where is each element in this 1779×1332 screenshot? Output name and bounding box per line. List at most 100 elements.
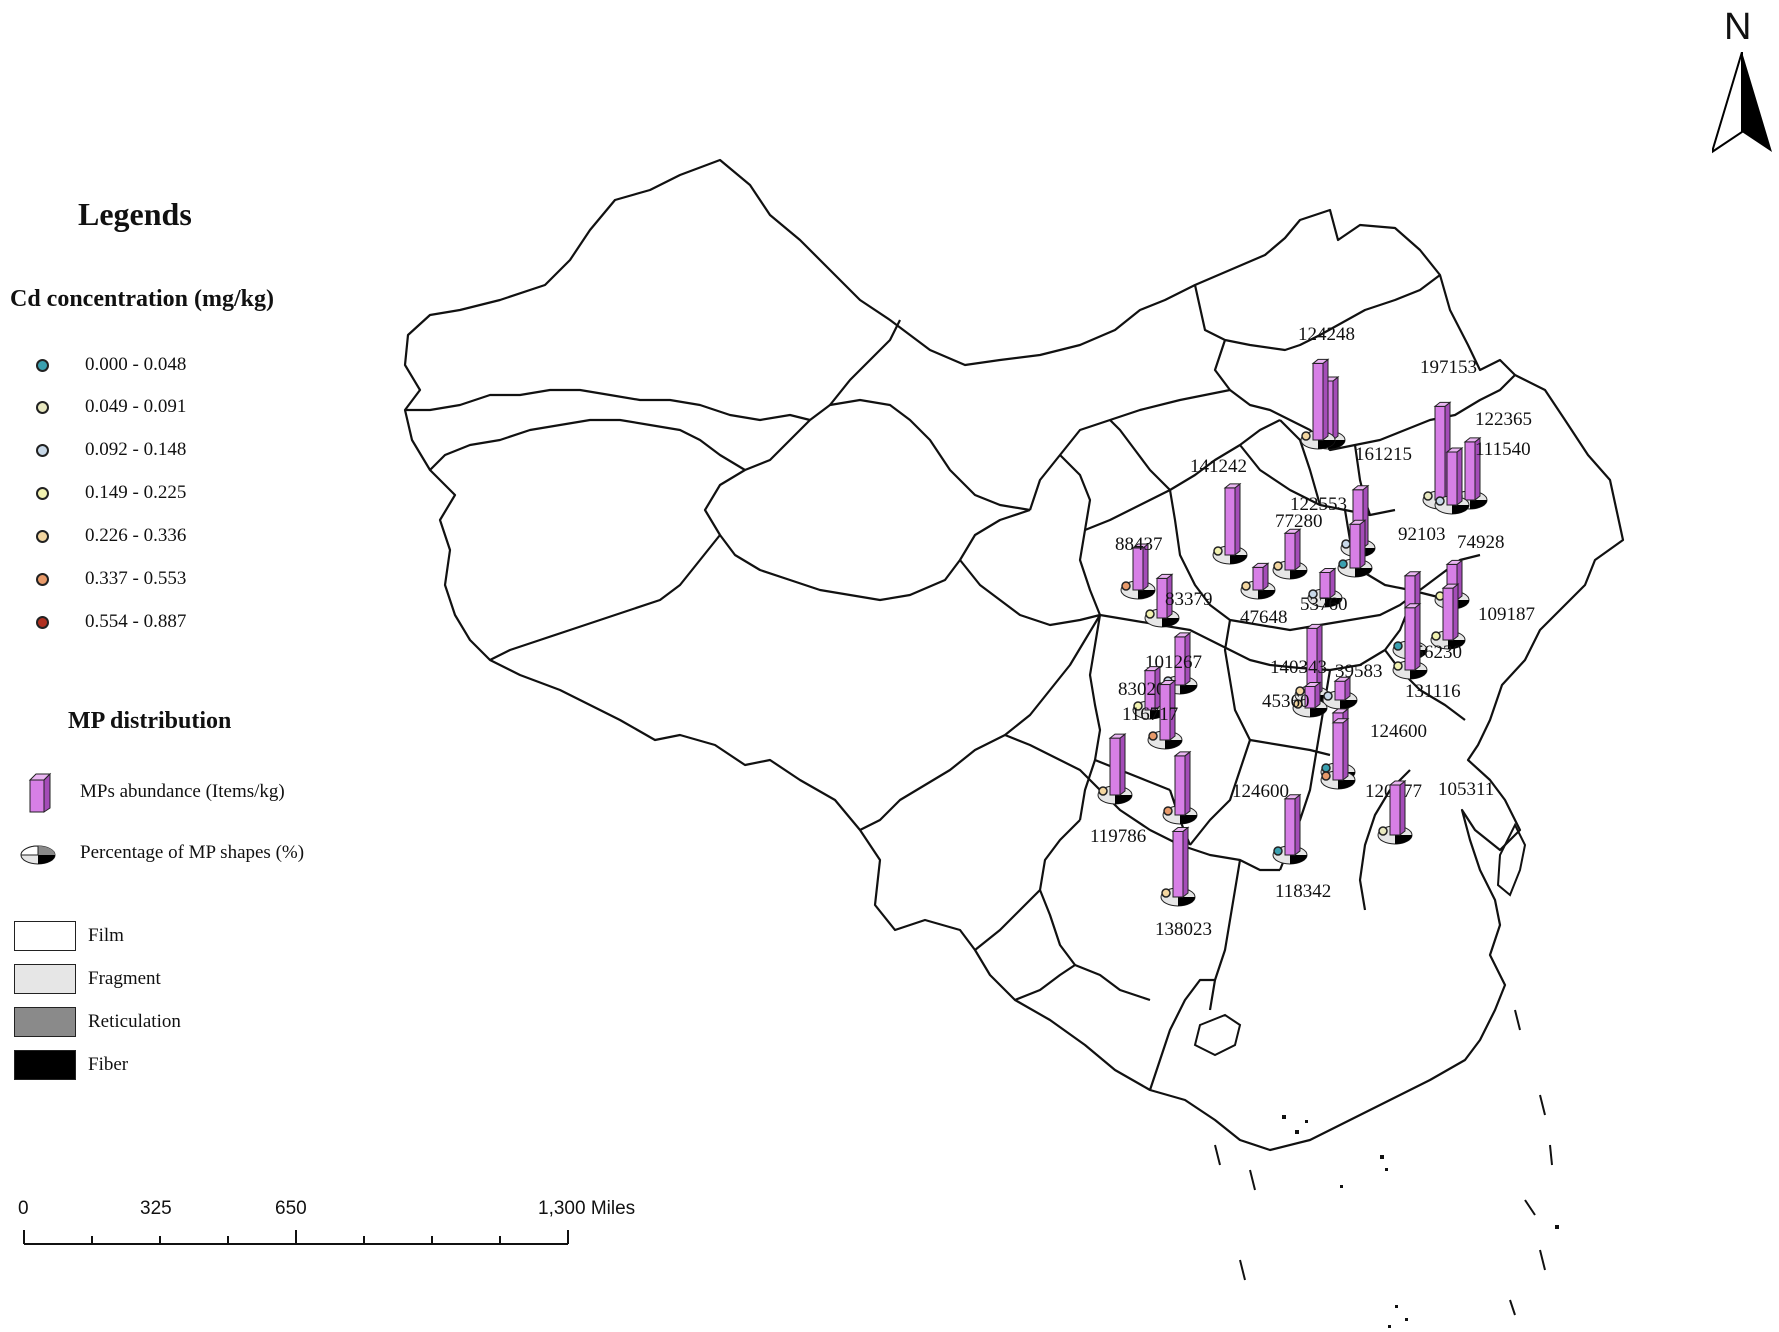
abundance-bar-top	[1251, 562, 1270, 568]
site-marker: 83379	[1144, 573, 1213, 628]
abundance-bar-top	[1131, 543, 1150, 549]
pie-icon	[20, 845, 56, 865]
abundance-bar-top	[1403, 603, 1422, 609]
fiber-wedge	[1325, 598, 1342, 607]
abundance-bar-side	[1332, 375, 1339, 442]
abundance-bar-side	[1184, 750, 1191, 817]
site-abundance-label: 74928	[1457, 532, 1505, 553]
cd-dot-icon	[36, 529, 49, 543]
cd-concentration-dot	[1293, 699, 1303, 709]
cd-dot-icon	[36, 572, 49, 586]
abundance-bar-side	[1322, 358, 1329, 442]
abundance-bar-top	[1433, 401, 1452, 407]
abundance-bar-top	[1158, 680, 1177, 686]
cd-concentration-dot	[1435, 496, 1445, 506]
south-china-sea-islands	[1214, 1009, 1553, 1316]
cd-concentration-dot	[1273, 561, 1283, 571]
scale-label-650: 650	[275, 1198, 307, 1219]
cd-concentration-dot	[1098, 786, 1108, 796]
site-marker: 118342	[1272, 793, 1331, 902]
fiber-wedge	[1395, 835, 1412, 844]
cd-concentration-dot	[1321, 763, 1331, 773]
fiber-wedge	[1410, 670, 1427, 679]
hainan-island	[1193, 1013, 1242, 1057]
abundance-bar	[1312, 362, 1324, 441]
abundance-bar-top	[1331, 718, 1350, 724]
fiber-wedge	[1115, 795, 1132, 804]
fiber-wedge	[1290, 570, 1307, 579]
fiber-wedge	[1448, 640, 1465, 649]
abundance-bar-top	[1403, 571, 1422, 577]
cd-concentration-dot	[1323, 691, 1333, 701]
site-abundance-label: 124248	[1298, 324, 1355, 345]
site-marker: 83020	[1118, 665, 1168, 720]
abundance-bar	[1464, 441, 1476, 501]
cd-concentration-dot	[1133, 701, 1143, 711]
fiber-wedge	[1318, 440, 1335, 449]
mp-legend-title: MP distribution	[68, 708, 232, 734]
cd-class-label: 0.554 - 0.887	[85, 611, 187, 632]
site-abundance-label: 116717	[1122, 704, 1178, 725]
site-marker: 45360	[1262, 681, 1328, 718]
abundance-bar	[1284, 798, 1296, 856]
site-marker: 88437	[1115, 534, 1163, 600]
cd-concentration-dot	[1295, 686, 1305, 696]
abundance-bar-side	[1456, 446, 1463, 507]
abundance-bar-side	[1119, 733, 1126, 797]
site-marker: 161215	[1300, 358, 1412, 465]
fragment-swatch	[14, 964, 76, 994]
site-abundance-label: 119786	[1090, 826, 1146, 847]
abundance-bar	[1446, 451, 1458, 506]
fiber-wedge	[1258, 590, 1275, 599]
cd-concentration-dot	[1241, 581, 1251, 591]
cd-concentration-dot	[1273, 846, 1283, 856]
bar-icon	[28, 772, 52, 813]
reticulation-label: Reticulation	[88, 1011, 181, 1032]
cd-class-label: 0.337 - 0.553	[85, 568, 187, 589]
cd-dot-icon	[36, 358, 49, 372]
abundance-bar-top	[1441, 583, 1460, 589]
site-marker: 39583	[1322, 661, 1383, 710]
site-marker: 131116	[1392, 602, 1461, 702]
cd-class-7: 0.554 - 0.887	[36, 609, 186, 635]
site-marker: 141242	[1190, 456, 1248, 565]
abundance-bar-side	[1234, 482, 1241, 557]
abundance-bar	[1332, 722, 1344, 781]
site-abundance-label: 122553	[1290, 494, 1347, 515]
cd-concentration-dot	[1378, 826, 1388, 836]
abundance-legend-label: MPs abundance (Items/kg)	[80, 781, 285, 802]
abundance-bar-side	[1182, 826, 1189, 899]
fiber-swatch	[14, 1050, 76, 1080]
abundance-bar-side	[1359, 519, 1366, 570]
fiber-wedge	[1290, 855, 1307, 864]
abundance-bar	[1434, 405, 1446, 501]
cd-dot-icon	[36, 486, 49, 500]
site-marker: 116717	[1122, 679, 1183, 750]
abundance-bar-top	[1155, 573, 1174, 579]
abundance-bar-top	[1171, 826, 1190, 832]
cd-class-label: 0.149 - 0.225	[85, 482, 187, 503]
fiber-label: Fiber	[88, 1054, 129, 1075]
cd-concentration-dot	[1338, 559, 1348, 569]
site-abundance-label: 140343	[1270, 657, 1327, 678]
site-abundance-label: 197153	[1420, 357, 1477, 378]
fiber-wedge	[1138, 590, 1155, 599]
site-abundance-label: 111540	[1475, 439, 1531, 460]
fiber-wedge	[1338, 780, 1355, 789]
cd-dot-icon	[36, 443, 49, 457]
abundance-bar-top	[1223, 483, 1242, 489]
site-marker: 197153	[1420, 357, 1477, 510]
abundance-bar-top	[1318, 567, 1337, 573]
site-abundance-label: 122365	[1475, 409, 1532, 430]
abundance-bar-top	[1463, 437, 1482, 443]
abundance-bar-top	[1333, 676, 1352, 682]
abundance-bar	[1349, 523, 1361, 569]
cd-legend-title: Cd concentration (mg/kg)	[10, 286, 274, 312]
site-abundance-label: 161215	[1355, 444, 1412, 465]
cd-concentration-dot	[1308, 589, 1318, 599]
abundance-bar	[1224, 487, 1236, 556]
site-abundance-label: 131116	[1405, 681, 1461, 702]
abundance-bar	[1252, 566, 1264, 591]
abundance-bar	[1172, 830, 1184, 898]
